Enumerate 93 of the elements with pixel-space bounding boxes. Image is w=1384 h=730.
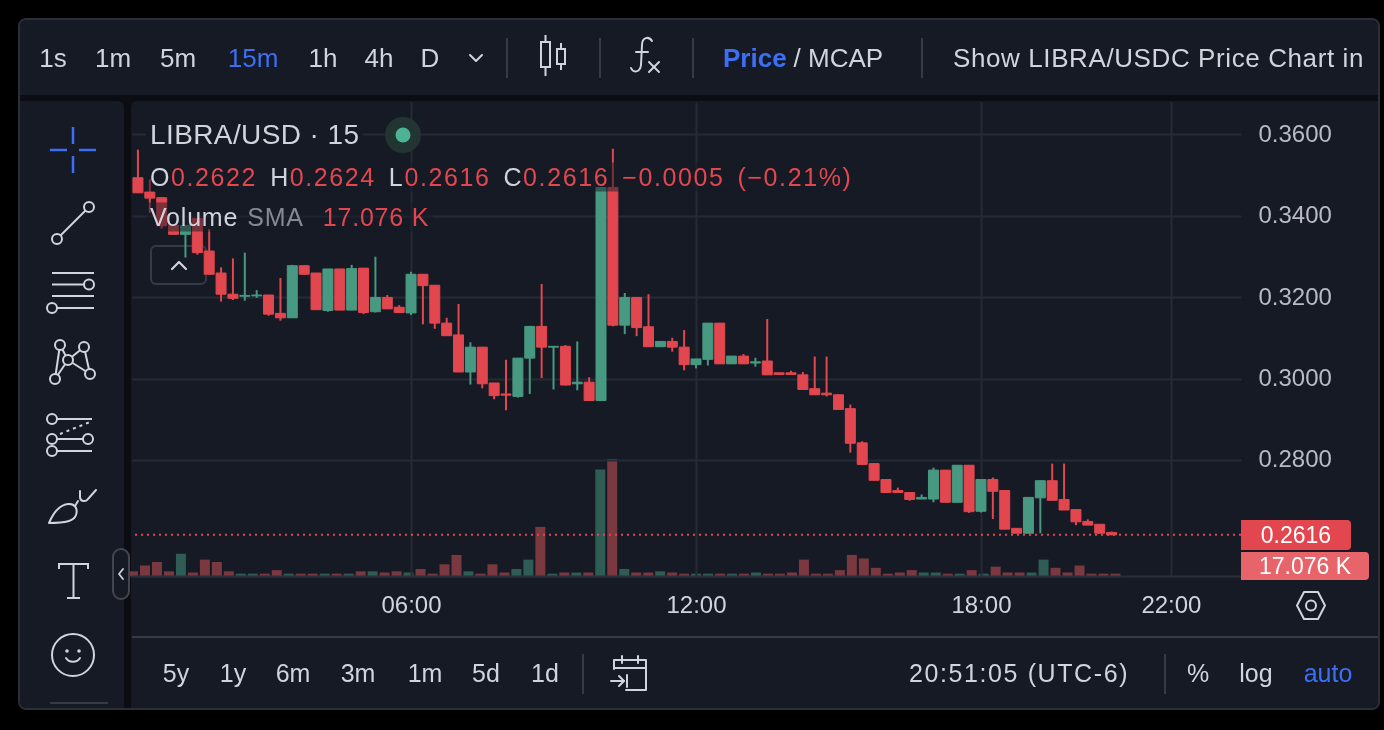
bar	[906, 570, 917, 576]
bar	[367, 571, 378, 576]
x-tick-label: 06:00	[381, 590, 442, 618]
text: 1m	[407, 658, 443, 687]
text: %	[1186, 658, 1210, 687]
annotation: SMA	[247, 202, 304, 231]
candlestick	[548, 345, 560, 391]
bar	[223, 571, 234, 576]
y-tick-label: 0.2800	[1258, 445, 1332, 473]
text: 20:51:05 (UTC-6)	[909, 658, 1130, 687]
x-tick-label: 18:00	[951, 590, 1012, 618]
bar	[918, 572, 929, 576]
bar	[655, 571, 666, 576]
bar	[966, 570, 977, 576]
bar	[163, 571, 174, 576]
text: 1h	[308, 43, 338, 73]
text: 1m	[94, 43, 132, 73]
text: O0.2622 H0.2624 L0.2616 C0.2616 −0.0005 (−0.21%)	[150, 162, 853, 191]
bar	[846, 554, 857, 576]
candlestick	[179, 224, 191, 259]
bar	[1002, 572, 1013, 576]
text: 15m	[227, 43, 279, 73]
candlestick	[369, 255, 381, 314]
bar	[667, 572, 678, 576]
bar	[798, 559, 809, 576]
text: auto	[1303, 658, 1353, 687]
bar	[930, 572, 941, 576]
text: Price	[723, 43, 787, 73]
bar	[523, 559, 534, 576]
text: 5m	[159, 43, 197, 73]
bar	[535, 526, 546, 576]
text: D	[420, 43, 440, 73]
candlestick	[583, 376, 595, 402]
bar	[271, 570, 282, 576]
bar	[463, 571, 474, 576]
candlestick	[536, 283, 548, 380]
y-tick-label: 0.3400	[1258, 201, 1332, 229]
bar	[894, 572, 905, 576]
y-tick-label: 0.3200	[1258, 282, 1332, 310]
bar	[1038, 559, 1049, 576]
bar	[750, 572, 761, 576]
annotation: Volume	[150, 202, 239, 231]
bar	[607, 459, 618, 576]
text: 1y	[219, 658, 247, 687]
bar	[643, 572, 654, 576]
bar	[583, 572, 594, 576]
text: 3m	[340, 658, 376, 687]
y-tick-label: 0.3000	[1258, 364, 1332, 391]
text: 5y	[162, 658, 190, 687]
text: 1d	[531, 658, 559, 687]
bar	[151, 561, 162, 576]
text: Show LIBRA/USDC Price Chart in	[953, 43, 1365, 73]
bar	[415, 568, 426, 576]
text: LIBRA/USD · 15	[146, 118, 364, 152]
bar	[403, 572, 414, 576]
text: 6m	[275, 658, 311, 687]
bar	[175, 553, 186, 576]
y-tick-label: 0.3600	[1258, 119, 1332, 147]
bar	[1062, 572, 1073, 576]
bar	[187, 572, 198, 576]
text: 1s	[39, 43, 67, 73]
bar	[139, 565, 150, 576]
bar	[595, 469, 606, 576]
ref-line-label: 0.2616	[1241, 519, 1351, 550]
bar	[355, 571, 366, 576]
bar	[786, 572, 797, 576]
bar	[1026, 572, 1037, 576]
bar	[199, 559, 210, 576]
bar	[870, 567, 881, 576]
x-tick-label: 22:00	[1141, 590, 1202, 618]
bar	[619, 568, 630, 576]
bar	[487, 564, 498, 576]
bar	[559, 572, 570, 576]
bar	[571, 572, 582, 576]
text: 4h	[364, 43, 394, 73]
bar	[990, 566, 1001, 576]
bar	[511, 568, 522, 576]
bar	[499, 572, 510, 576]
bar	[391, 571, 402, 576]
x-tick-label: 12:00	[666, 590, 727, 618]
text: 5d	[472, 658, 500, 687]
bar	[858, 558, 869, 576]
text: log	[1239, 658, 1273, 687]
annotation: 17.076 K	[322, 202, 430, 231]
bar	[1050, 567, 1061, 576]
bar	[1074, 565, 1085, 576]
text: 17.076 K	[1258, 552, 1352, 579]
bar	[211, 561, 222, 576]
bar	[1014, 572, 1025, 576]
text: / MCAP	[793, 43, 884, 73]
bar	[379, 572, 390, 576]
bar	[631, 572, 642, 576]
bar	[834, 570, 845, 576]
